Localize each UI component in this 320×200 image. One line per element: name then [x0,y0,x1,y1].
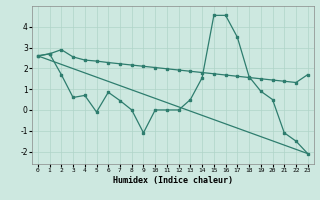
X-axis label: Humidex (Indice chaleur): Humidex (Indice chaleur) [113,176,233,185]
